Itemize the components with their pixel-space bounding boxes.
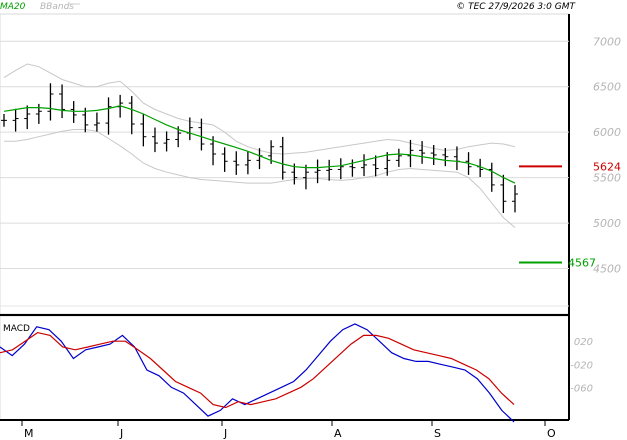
y-tick-label: 7000	[593, 35, 621, 48]
x-tick-label: J	[119, 427, 123, 440]
legend-ma20-label: MA20	[0, 2, 26, 12]
x-tick-label: J	[223, 427, 227, 440]
ma20-line	[3, 105, 516, 184]
reference-lines: 5624 4567	[519, 160, 621, 269]
y-tick-label: 6000	[593, 126, 621, 139]
macd-y-ticks: 020 -020 -060	[570, 337, 593, 394]
reference-label-5624: 5624	[593, 160, 621, 173]
x-tick-label: O	[547, 427, 556, 440]
price-y-ticks: 7000 6500 6000 5500 5000 4500	[593, 35, 621, 275]
macd-y-tick-label: -060	[570, 383, 593, 394]
x-tick-label: A	[334, 427, 342, 440]
macd-lines	[0, 323, 515, 423]
y-tick-label: 4500	[593, 263, 621, 276]
y-tick-label: 6500	[593, 81, 621, 94]
macd-y-tick-label: -020	[570, 360, 593, 371]
x-tick-label: S	[434, 427, 441, 440]
ma20-path	[3, 105, 516, 184]
y-tick-label: 5000	[593, 217, 621, 230]
copyright-credit: © TEC 27/9/2026 3:0 GMT	[456, 2, 576, 12]
macd-panel-title: MACD	[3, 324, 30, 334]
macd-panel-frame	[0, 315, 570, 421]
signal-line	[0, 331, 515, 409]
macd-line	[0, 323, 515, 423]
bband-lower-line	[4, 129, 516, 228]
macd-y-tick-label: 020	[574, 337, 593, 348]
x-tick-label: M	[24, 427, 34, 440]
legend-bbands-label: BBands	[40, 2, 74, 12]
y-tick-label: 5500	[593, 172, 621, 185]
price-gridlines	[0, 40, 569, 307]
reference-label-4567: 4567	[568, 256, 596, 269]
